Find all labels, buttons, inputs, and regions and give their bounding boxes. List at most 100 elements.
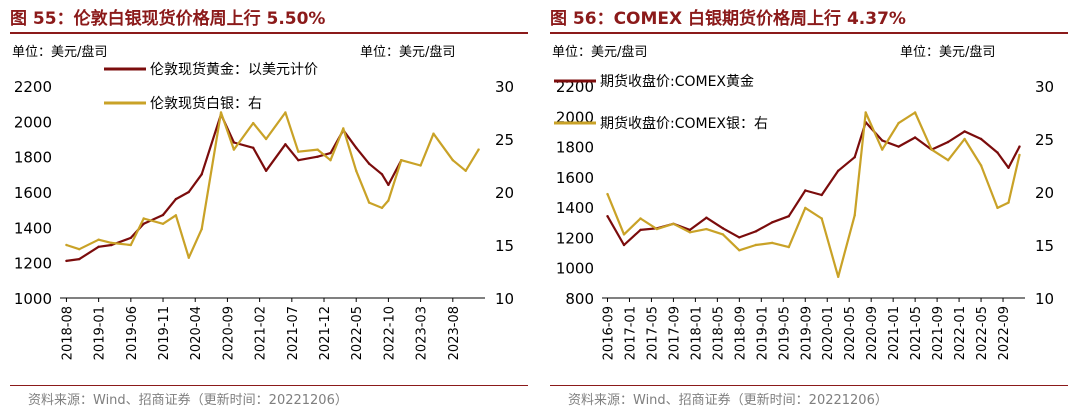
x-tick-label: 2019-01	[755, 306, 770, 360]
data-point-gold	[721, 227, 725, 230]
data-point-gold	[996, 151, 999, 154]
data-point-silver	[897, 121, 900, 125]
x-tick-label: 2022-05	[350, 306, 365, 360]
y-tick-label-left: 1800	[14, 149, 52, 167]
x-tick-label: 2018-09	[733, 306, 748, 360]
x-tick-label: 2021-07	[286, 306, 301, 360]
data-point-gold	[380, 173, 384, 176]
data-point-silver	[639, 217, 642, 220]
data-point-gold	[284, 143, 287, 146]
y-tick-label-left: 1400	[14, 219, 52, 237]
y-tick-label-right: 15	[1035, 237, 1054, 255]
data-point-gold	[820, 193, 823, 197]
figure-title: 图 56：COMEX 白银期货价格周上行 4.37%	[550, 9, 906, 29]
y-tick-label-left: 1400	[556, 199, 594, 217]
data-point-silver	[142, 217, 145, 220]
source-rule	[10, 385, 528, 386]
series-line-silver	[606, 111, 1021, 278]
x-tick-label: 2019-05	[777, 306, 792, 360]
data-point-silver	[946, 159, 950, 162]
data-point-silver	[297, 150, 300, 153]
x-tick-label: 2023-08	[447, 306, 462, 360]
data-point-silver	[738, 249, 741, 252]
data-point-gold	[65, 259, 68, 263]
data-point-gold	[853, 156, 856, 159]
source-note: 资料来源：Wind、招商证券（更新时间：20221206）	[28, 393, 348, 408]
unit-label-left: 单位：美元/盘司	[12, 44, 107, 60]
y-tick-label-right: 30	[495, 78, 514, 96]
y-tick-label-right: 25	[1035, 131, 1054, 149]
data-point-silver	[264, 137, 268, 141]
data-point-gold	[979, 137, 983, 141]
legend-label: 伦敦现货白银：右	[150, 95, 262, 112]
data-point-silver	[419, 164, 422, 167]
x-tick-label: 2023-03	[415, 306, 430, 360]
x-tick-label: 2021-01	[887, 306, 902, 360]
data-point-silver	[979, 164, 983, 167]
unit-label-right: 单位：美元/盘司	[360, 44, 455, 60]
data-point-silver	[1018, 153, 1021, 157]
data-point-silver	[688, 231, 692, 234]
y-tick-label-right: 15	[495, 237, 514, 255]
data-point-silver	[464, 169, 467, 172]
data-point-silver	[864, 111, 867, 114]
data-point-gold	[355, 146, 358, 149]
data-point-silver	[477, 148, 480, 151]
x-tick-label: 2020-09	[865, 306, 880, 360]
data-point-gold	[316, 155, 319, 158]
data-point-silver	[200, 227, 203, 231]
y-tick-label-right: 20	[495, 184, 514, 202]
silver-spot-chart: 单位：美元/盘司 单位：美元/盘司 1000 1200 1400 1600 1800 2000…	[12, 44, 514, 360]
data-point-gold	[367, 162, 371, 165]
data-point-silver	[655, 227, 659, 231]
comex-futures-chart: 单位：美元/盘司 单位：美元/盘司 800 1000 1200 1400 1600 1800 2…	[552, 44, 1054, 360]
y-tick-label-right: 20	[1035, 184, 1054, 202]
data-point-gold	[771, 221, 774, 224]
series-line-silver	[66, 111, 480, 259]
data-point-gold	[787, 215, 790, 218]
data-point-silver	[771, 241, 774, 245]
x-tick-label: 2017-09	[667, 306, 682, 360]
data-point-silver	[963, 137, 966, 141]
data-point-silver	[387, 199, 390, 202]
x-tick-label: 2021-02	[254, 306, 269, 360]
x-tick-label: 2016-09	[601, 306, 616, 360]
data-point-silver	[881, 148, 884, 151]
data-point-silver	[219, 111, 223, 114]
figure-title: 图 55：伦敦白银现货价格周上行 5.50%	[10, 9, 326, 29]
data-point-gold	[705, 216, 708, 219]
data-point-gold	[738, 236, 741, 239]
data-point-silver	[804, 206, 807, 210]
data-point-silver	[606, 192, 609, 196]
data-point-gold	[252, 146, 255, 149]
data-point-silver	[400, 159, 403, 162]
y-tick-label-right: 30	[1035, 78, 1054, 96]
data-point-silver	[355, 169, 358, 172]
data-point-silver	[380, 206, 384, 210]
data-point-silver	[316, 148, 319, 151]
data-point-gold	[1018, 145, 1021, 148]
x-tick-label: 2019-11	[157, 306, 172, 360]
legend-label: 伦敦现货黄金：以美元计价	[150, 61, 318, 78]
data-point-gold	[897, 145, 900, 148]
data-point-silver	[705, 227, 708, 231]
x-tick-label: 2019-06	[125, 306, 140, 360]
x-tick-label: 2020-05	[843, 306, 858, 360]
data-point-silver	[78, 248, 81, 251]
x-tick-label: 2022-05	[975, 306, 990, 360]
data-point-silver	[129, 243, 132, 247]
x-tick-label: 2018-05	[711, 306, 726, 360]
chart-panel-right: 图 56：COMEX 白银期货价格周上行 4.37% 单位：美元/盘司 单位：美元…	[540, 0, 1080, 420]
y-tick-label-left: 1600	[556, 169, 594, 187]
data-point-silver	[820, 217, 823, 220]
y-tick-label-left: 1200	[556, 229, 594, 247]
data-point-gold	[946, 140, 950, 144]
data-point-silver	[65, 243, 68, 247]
data-point-silver	[754, 243, 757, 247]
x-tick-label: 2021-05	[909, 306, 924, 360]
x-tick-label: 2022-01	[953, 306, 968, 360]
series-line-gold	[606, 121, 1021, 247]
data-point-silver	[837, 275, 840, 278]
title-rule	[10, 32, 528, 34]
x-tick-label: 2021-12	[318, 306, 333, 360]
